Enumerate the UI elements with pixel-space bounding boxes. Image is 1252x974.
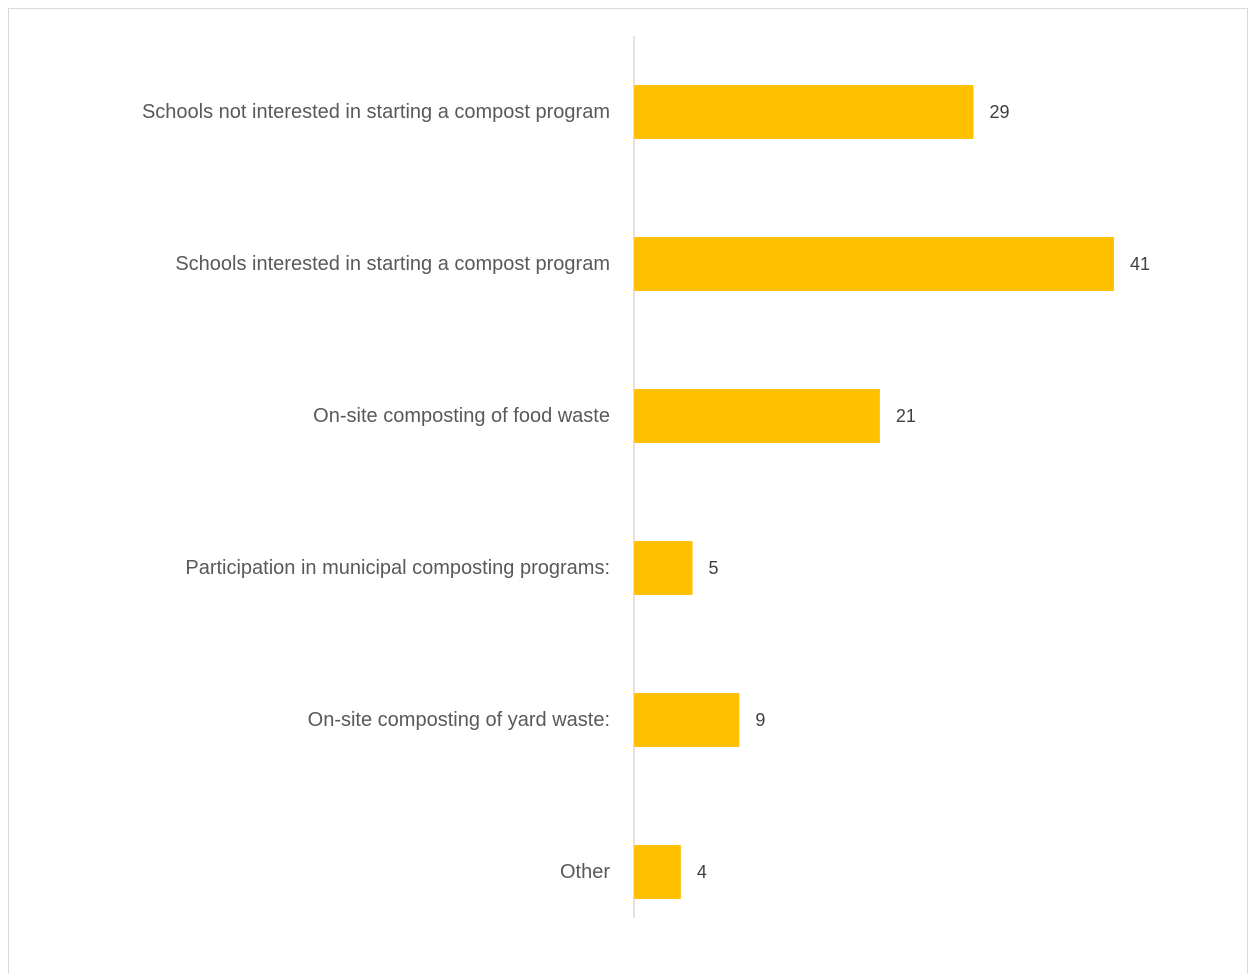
category-label-5: Other <box>560 861 610 883</box>
bar-0 <box>634 85 974 139</box>
data-label-3: 5 <box>709 558 719 578</box>
bars-group <box>634 85 1114 899</box>
bar-3 <box>634 541 693 595</box>
category-label-1: Schools interested in starting a compost… <box>175 253 610 275</box>
category-label-2: On-site composting of food waste <box>313 405 610 427</box>
bar-2 <box>634 389 880 443</box>
data-label-2: 21 <box>896 406 916 426</box>
category-label-0: Schools not interested in starting a com… <box>142 101 610 123</box>
data-label-1: 41 <box>1130 254 1150 274</box>
value-labels-group: 29 41 21 5 9 4 <box>697 102 1150 882</box>
data-label-5: 4 <box>697 862 707 882</box>
category-label-4: On-site composting of yard waste: <box>308 709 610 731</box>
data-label-4: 9 <box>755 710 765 730</box>
chart-frame <box>8 8 1248 974</box>
category-labels-group: Schools not interested in starting a com… <box>142 101 610 883</box>
category-label-3: Participation in municipal composting pr… <box>185 557 610 579</box>
bar-1 <box>634 237 1114 291</box>
data-label-0: 29 <box>990 102 1010 122</box>
bar-5 <box>634 845 681 899</box>
bar-4 <box>634 693 740 747</box>
